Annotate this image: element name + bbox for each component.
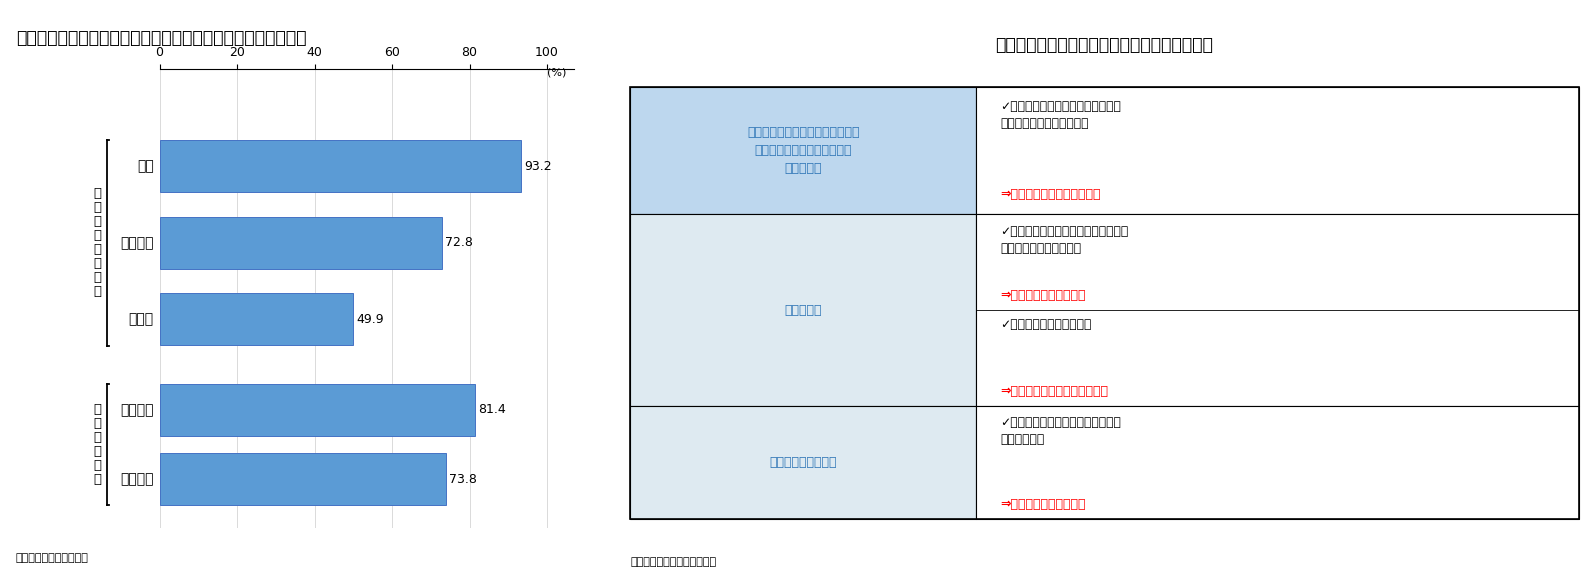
- Text: ⇒データ独占等による弊害抑止: ⇒データ独占等による弊害抑止: [1000, 385, 1109, 398]
- Text: ⇒適切な個人情報の取扱: ⇒適切な個人情報の取扱: [1000, 289, 1086, 302]
- Text: 楽天: 楽天: [137, 160, 153, 173]
- Bar: [630, 215, 976, 406]
- Bar: [160, 293, 352, 346]
- Text: 93.2: 93.2: [523, 160, 552, 173]
- Text: 81.4: 81.4: [478, 404, 506, 416]
- Text: 運営事業者によって一方的に規定が見直されたことがある割合: 運営事業者によって一方的に規定が見直されたことがある割合: [16, 29, 306, 46]
- Bar: [160, 453, 445, 506]
- Text: ⇒適切な個人情報の取扱: ⇒適切な個人情報の取扱: [1000, 498, 1086, 511]
- Text: 72.8: 72.8: [445, 236, 472, 249]
- Text: （資料）公正取引委員会など: （資料）公正取引委員会など: [630, 557, 716, 567]
- Bar: [630, 87, 1579, 519]
- Bar: [976, 87, 1579, 215]
- Text: 独占禁止法: 独占禁止法: [785, 304, 821, 316]
- Text: ✓　個人データの利用停止請求権を
　　拡大　等: ✓ 個人データの利用停止請求権を 拡大 等: [1000, 416, 1121, 447]
- Text: アマゾン: アマゾン: [120, 236, 153, 250]
- Bar: [630, 406, 976, 519]
- Text: 49.9: 49.9: [356, 313, 384, 326]
- Bar: [976, 406, 1579, 519]
- Text: オ
ン
ラ
イ
ン
モ
ー
ル: オ ン ラ イ ン モ ー ル: [94, 187, 102, 298]
- Bar: [160, 383, 475, 436]
- Text: ✓　企業結合審査の見直し: ✓ 企業結合審査の見直し: [1000, 318, 1091, 331]
- Bar: [160, 140, 520, 192]
- Text: 特定デジタルプラットフォームの
透明性及び公正性の向上に関
する法律案: 特定デジタルプラットフォームの 透明性及び公正性の向上に関 する法律案: [746, 126, 860, 175]
- Text: ア
プ
リ
ス
ト
ア: ア プ リ ス ト ア: [94, 403, 102, 486]
- Text: （資料）公正取引委員会: （資料）公正取引委員会: [16, 553, 89, 563]
- Text: (%): (%): [547, 67, 566, 77]
- Text: ✓　契約条件の開示や、変更等の事
　　前通知を義務付け　等: ✓ 契約条件の開示や、変更等の事 前通知を義務付け 等: [1000, 100, 1121, 130]
- Bar: [160, 217, 442, 269]
- Bar: [976, 215, 1579, 406]
- Text: 73.8: 73.8: [448, 473, 477, 486]
- Text: デジタル市場のルール整備のための３つの法案: デジタル市場のルール整備のための３つの法案: [995, 36, 1214, 55]
- Text: 改正個人情報保護法: 改正個人情報保護法: [769, 456, 837, 469]
- Text: ヤフー: ヤフー: [129, 312, 153, 327]
- Text: アップル: アップル: [120, 403, 153, 417]
- Text: グーグル: グーグル: [120, 472, 153, 486]
- Text: ⇒不透明な取引慣行等の是正: ⇒不透明な取引慣行等の是正: [1000, 188, 1101, 201]
- Text: ✓　消費者との取引に対しても、優越
　　的地位の濫用を適用: ✓ 消費者との取引に対しても、優越 的地位の濫用を適用: [1000, 225, 1128, 255]
- Bar: [630, 87, 976, 215]
